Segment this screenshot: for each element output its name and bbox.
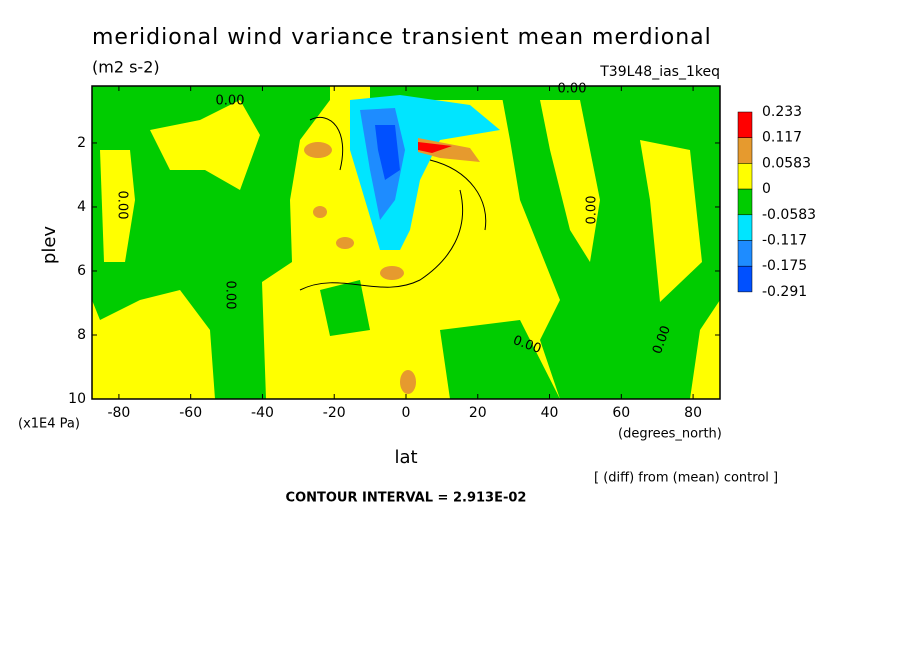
x-tick-label: -40 <box>251 405 274 421</box>
field-fill <box>313 206 327 218</box>
contour-interval: CONTOUR INTERVAL = 2.913E-02 <box>286 491 527 506</box>
field-fill <box>400 370 416 394</box>
x-tick-label: -60 <box>179 405 202 421</box>
subtitle: (m2 s-2) <box>92 58 160 77</box>
field-fill <box>418 142 452 153</box>
colorbar-box <box>737 111 753 138</box>
field-fill <box>304 142 332 158</box>
y-tick-label: 6 <box>77 263 86 279</box>
colorbar-label: 0.117 <box>762 130 802 146</box>
colorbar-box <box>737 240 753 267</box>
contour-label: 0.00 <box>585 196 600 225</box>
colorbar-label: 0 <box>762 181 771 197</box>
colorbar-label: 0.233 <box>762 104 802 120</box>
colorbar-box <box>737 137 753 164</box>
y-tick-label: 4 <box>77 199 86 215</box>
y-tick-label: 10 <box>68 391 86 407</box>
field-fill <box>380 266 404 280</box>
y-tick-label: 8 <box>77 327 86 343</box>
field-fill <box>375 125 400 180</box>
contour-line <box>299 117 487 291</box>
contour-label: 0.00 <box>223 281 238 310</box>
y-tick-label: 2 <box>77 135 86 151</box>
colorbar-label: -0.175 <box>762 258 807 274</box>
run-label: T39L48_ias_1keq <box>599 64 720 80</box>
field-fill <box>440 320 560 399</box>
colorbar-box <box>737 214 753 241</box>
x-tick-label: 0 <box>402 405 411 421</box>
contour-label: 0.00 <box>558 82 587 97</box>
x-tick-label: 80 <box>684 405 702 421</box>
field-fill <box>320 280 370 336</box>
colorbar-label: -0.291 <box>762 284 807 300</box>
contour-label: 0.00 <box>216 94 245 109</box>
y-unit: (x1E4 Pa) <box>18 417 80 432</box>
field-fill <box>150 100 260 190</box>
field-fill <box>92 86 330 399</box>
colorbar-box <box>737 188 753 216</box>
y-axis-label: plev <box>39 226 60 265</box>
x-unit: (degrees_north) <box>618 427 722 442</box>
contour-label: 0.00 <box>115 191 130 220</box>
colorbar-label: 0.0583 <box>762 155 811 171</box>
x-tick-label: -80 <box>107 405 130 421</box>
x-tick-label: 60 <box>612 405 630 421</box>
colorbar-box <box>737 163 753 190</box>
field-fill <box>640 140 702 302</box>
x-tick-label: 40 <box>541 405 559 421</box>
field-fill <box>540 100 600 262</box>
note: [ (diff) from (mean) control ] <box>594 471 778 486</box>
colorbar-box <box>737 265 753 293</box>
colorbar-label: -0.0583 <box>762 207 816 223</box>
field: 0.00 0.00 0.00 0.00 0.00 0.00 0.00 <box>92 82 720 399</box>
x-tick-label: 20 <box>469 405 487 421</box>
field-fill <box>100 150 135 262</box>
colorbar-label: -0.117 <box>762 233 807 249</box>
x-axis-label: lat <box>394 447 417 468</box>
x-tick-label: -20 <box>323 405 346 421</box>
chart-title: meridional wind variance transient mean … <box>92 25 712 50</box>
field-fill <box>336 237 354 249</box>
